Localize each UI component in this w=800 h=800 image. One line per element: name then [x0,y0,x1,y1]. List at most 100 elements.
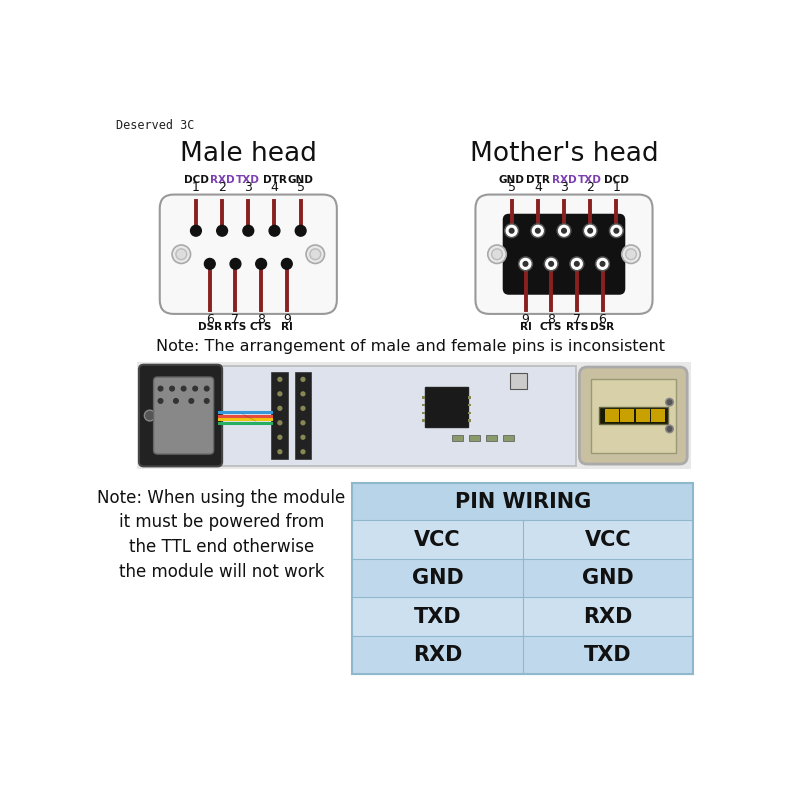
Circle shape [626,249,636,260]
Text: RXD: RXD [413,645,462,665]
Text: DTR: DTR [526,174,550,185]
Bar [468,396,471,398]
Bar [352,483,694,674]
Bar [503,434,514,441]
Bar [523,520,694,558]
Bar [468,419,471,422]
Circle shape [558,226,570,236]
Bar [510,373,527,389]
Circle shape [278,406,282,410]
Text: RI: RI [281,322,293,332]
Circle shape [301,392,305,396]
Circle shape [666,425,674,433]
Text: TXD: TXD [236,174,260,185]
Text: the module will not work: the module will not work [118,562,324,581]
Bar [620,410,634,422]
Circle shape [546,258,557,270]
Circle shape [562,229,566,233]
Bar [486,434,497,441]
Circle shape [571,258,582,270]
Circle shape [278,435,282,439]
Bar [523,558,694,598]
Circle shape [667,400,672,405]
Text: 4: 4 [534,181,542,194]
Circle shape [666,398,674,406]
Text: 3: 3 [244,181,252,194]
Circle shape [301,435,305,439]
Circle shape [535,229,540,233]
Text: TXD: TXD [578,174,602,185]
Text: CTS: CTS [540,322,562,332]
Text: 1: 1 [192,181,200,194]
Text: TXD: TXD [414,606,462,626]
Circle shape [574,262,579,266]
FancyBboxPatch shape [475,194,653,314]
Circle shape [505,224,518,238]
Circle shape [278,421,282,425]
Circle shape [597,258,608,270]
Bar [422,396,426,398]
Circle shape [310,249,321,260]
Text: GND: GND [582,568,634,588]
Circle shape [205,398,209,403]
Bar [137,362,691,470]
Text: Male head: Male head [180,141,317,166]
Circle shape [144,410,155,421]
Bar [422,419,426,422]
Bar [352,636,523,674]
Circle shape [230,258,241,270]
FancyBboxPatch shape [579,367,687,464]
Circle shape [585,226,595,236]
Text: VCC: VCC [414,530,461,550]
Bar [426,387,468,427]
Circle shape [549,262,554,266]
Circle shape [595,257,610,270]
Circle shape [583,224,597,238]
Text: 7: 7 [573,313,581,326]
Circle shape [172,245,190,263]
Text: 9: 9 [522,313,530,326]
Text: GND: GND [498,174,525,185]
Bar [636,410,650,422]
Bar [605,410,619,422]
Circle shape [174,398,178,403]
Circle shape [170,386,174,391]
Circle shape [506,226,517,236]
Text: DSR: DSR [590,322,614,332]
Text: RXD: RXD [552,174,576,185]
Text: RTS: RTS [224,322,246,332]
Circle shape [217,226,227,236]
Text: TXD: TXD [584,645,632,665]
Text: 9: 9 [283,313,290,326]
Text: DTR: DTR [262,174,286,185]
Text: Mother's head: Mother's head [470,141,658,166]
Text: 2: 2 [218,181,226,194]
Circle shape [278,450,282,454]
Circle shape [189,398,194,403]
Text: 5: 5 [297,181,305,194]
Circle shape [301,406,305,410]
Circle shape [518,257,533,270]
Text: DSR: DSR [198,322,222,332]
Bar [598,407,668,424]
Circle shape [622,245,640,263]
FancyBboxPatch shape [502,214,626,294]
Circle shape [557,224,571,238]
Circle shape [301,421,305,425]
Circle shape [282,258,292,270]
Circle shape [193,386,198,391]
Bar [352,520,523,558]
Text: VCC: VCC [585,530,631,550]
Circle shape [610,224,623,238]
Bar [468,412,471,414]
Circle shape [488,245,506,263]
Circle shape [190,226,202,236]
FancyBboxPatch shape [160,194,337,314]
Text: DCD: DCD [183,174,208,185]
Text: RI: RI [519,322,531,332]
Circle shape [531,224,545,238]
Text: 8: 8 [257,313,265,326]
Bar [452,434,463,441]
Circle shape [588,229,593,233]
Circle shape [600,262,605,266]
